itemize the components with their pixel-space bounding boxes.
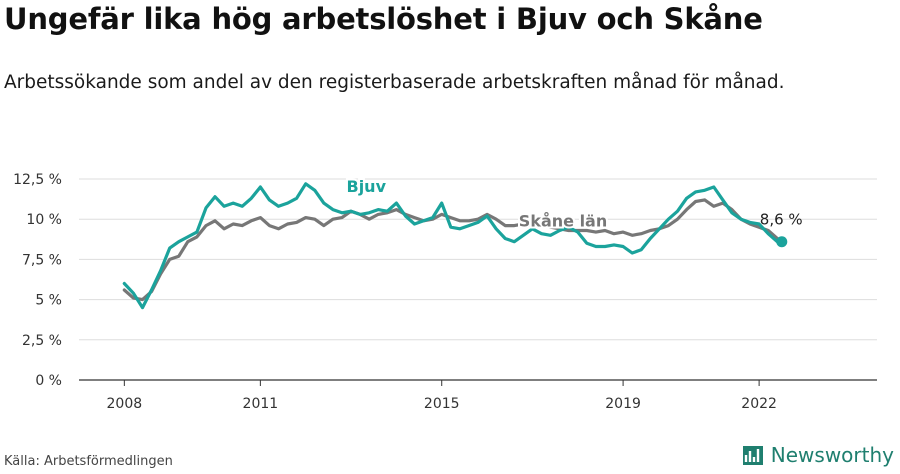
series-line-skane [122,198,784,302]
x-tick-label: 2011 [243,396,279,412]
x-tick-label: 2022 [741,396,777,412]
brand-logo[interactable]: Newsworthy [741,443,894,467]
source-note: Källa: Arbetsförmedlingen [4,454,173,469]
line-chart: 0 %2,5 %5 %7,5 %10 %12,5 % 2008 2011 2015 2… [13,172,877,412]
newsworthy-logo-icon [742,446,763,465]
annotations: 8,6 % Bjuv Skåne län [345,175,803,248]
x-axis: 2008 2011 2015 2019 2022 [107,380,777,412]
end-value-label: 8,6 % [760,211,803,229]
x-tick-label: 2008 [107,396,143,412]
grid-lines [79,178,877,381]
y-tick-label: 2,5 % [22,333,62,349]
y-tick-label: 7,5 % [22,252,62,268]
x-tick-label: 2015 [424,396,460,412]
brand-name: Newsworthy [770,443,894,467]
y-axis-ticks: 0 % 2,5 % 5 % 7,5 % 10 % 12,5 % [13,172,62,389]
series-label-bjuv: Bjuv [347,177,387,196]
series-label-skane: Skåne län [519,211,607,230]
chart-subtitle: Arbetssökande som andel av den registerb… [4,72,785,93]
chart-title: Ungefär lika hög arbetslöshet i Bjuv och… [4,2,763,36]
y-tick-label: 5 % [35,293,62,309]
series-line-bjuv [122,182,784,310]
end-point-marker [776,236,788,248]
y-tick-label: 10 % [26,212,62,228]
x-tick-label: 2019 [605,396,641,412]
y-tick-label: 0 % [35,373,62,389]
series-lines [122,182,784,310]
y-tick-label: 12,5 % [13,172,62,188]
